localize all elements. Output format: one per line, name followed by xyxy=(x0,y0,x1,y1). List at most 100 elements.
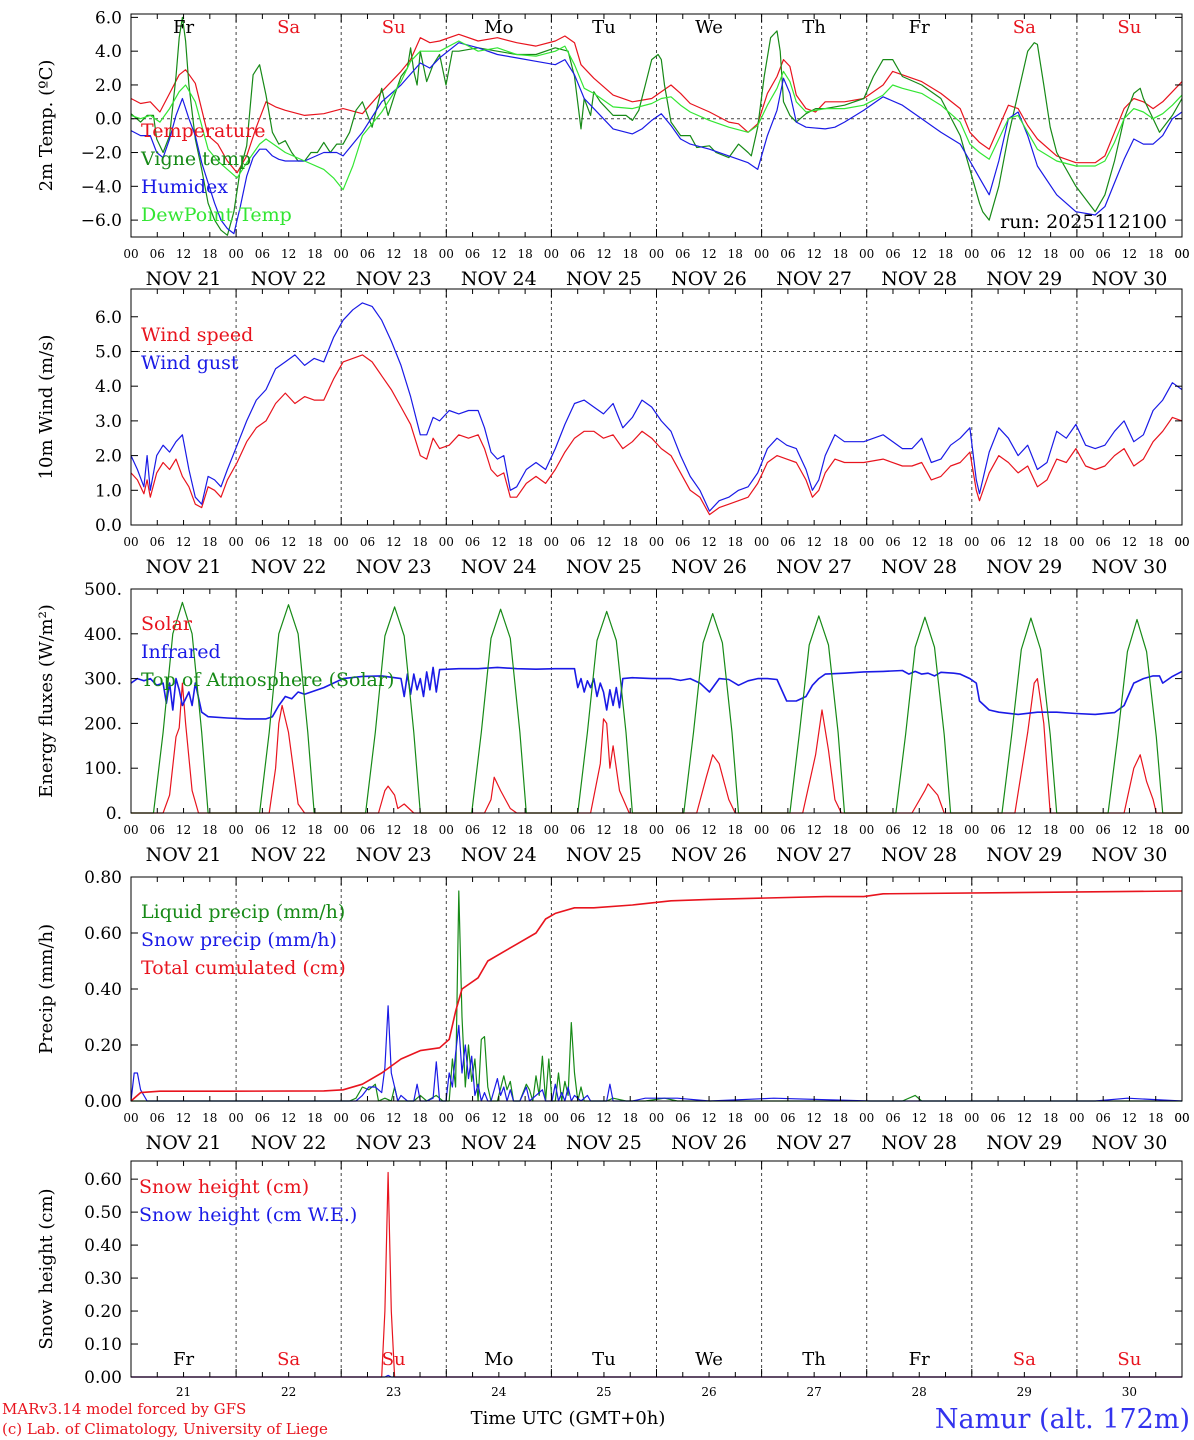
hour-tick-label: 06 xyxy=(150,247,165,261)
hour-tick-label: 00 xyxy=(1174,535,1189,549)
y-tick-label: 6.0 xyxy=(95,308,122,328)
credit-line: (c) Lab. of Climatology, University of L… xyxy=(2,1420,328,1438)
hour-tick-label: 00 xyxy=(1174,247,1189,261)
run-label: run: 2025112100 xyxy=(1000,211,1167,233)
panel-4: 0.00 0.20 0.40 0.60 0.80 Precip (mm/h) Liquid … xyxy=(36,868,1190,1154)
hour-tick-label: 18 xyxy=(833,1111,848,1125)
hour-tick-label: 00 xyxy=(964,535,979,549)
y-tick-label: 0.20 xyxy=(84,1302,122,1322)
hour-tick-label: 18 xyxy=(517,247,532,261)
date-label: NOV 28 xyxy=(881,268,957,290)
legend-entry: Snow height (cm) xyxy=(139,1176,309,1198)
hour-tick-label: 00 xyxy=(334,535,349,549)
y-tick-label: 4.0 xyxy=(95,42,122,62)
day-number-label: 22 xyxy=(281,1385,296,1399)
hour-tick-label: 12 xyxy=(1122,1111,1137,1125)
hour-tick-label: 06 xyxy=(990,823,1005,837)
date-label: NOV 24 xyxy=(461,556,537,578)
hour-tick-label: 06 xyxy=(990,247,1005,261)
hour-tick-label: 12 xyxy=(281,823,296,837)
hour-tick-label: 00 xyxy=(334,1111,349,1125)
day-name-label: Su xyxy=(1117,1349,1141,1370)
day-name-label: Su xyxy=(1117,17,1141,38)
date-label: NOV 21 xyxy=(146,556,222,578)
hour-tick-label: 18 xyxy=(1043,247,1058,261)
y-tick-label: 0.00 xyxy=(84,1092,122,1112)
legend-entry: Temperature xyxy=(141,120,265,142)
date-label: NOV 25 xyxy=(566,556,642,578)
hour-tick-label: 12 xyxy=(701,1111,716,1125)
hour-tick-label: 06 xyxy=(465,1111,480,1125)
y-tick-label: 2.0 xyxy=(95,76,122,96)
day-number-label: 30 xyxy=(1122,1385,1137,1399)
day-name-label: Sa xyxy=(277,17,300,38)
y-axis-title: Energy fluxes (W/m²) xyxy=(36,604,57,798)
hour-tick-label: 00 xyxy=(754,247,769,261)
hour-tick-label: 18 xyxy=(412,247,427,261)
day-name-label: Mo xyxy=(484,17,513,38)
hour-tick-label: 00 xyxy=(123,535,138,549)
hour-tick-label: 18 xyxy=(517,1111,532,1125)
hour-tick-label: 18 xyxy=(728,1111,743,1125)
date-label: NOV 27 xyxy=(776,844,852,866)
hour-tick-label: 00 xyxy=(439,247,454,261)
hour-tick-label: 12 xyxy=(912,247,927,261)
hour-tick-label: 00 xyxy=(649,1111,664,1125)
day-name-label: Th xyxy=(802,1349,826,1370)
y-tick-label: 0.30 xyxy=(84,1269,122,1289)
legend-entry: Wind gust xyxy=(141,352,239,374)
hour-tick-label: 18 xyxy=(728,823,743,837)
hour-tick-label: 06 xyxy=(675,823,690,837)
hour-tick-label: 12 xyxy=(596,1111,611,1125)
hour-tick-label: 06 xyxy=(990,1111,1005,1125)
hour-tick-label: 00 xyxy=(1174,823,1189,837)
hour-tick-label: 18 xyxy=(1148,535,1163,549)
credit-line: MARv3.14 model forced by GFS xyxy=(2,1400,246,1418)
hour-tick-label: 18 xyxy=(202,247,217,261)
hour-tick-label: 18 xyxy=(307,247,322,261)
y-tick-label: 0.40 xyxy=(84,1236,122,1256)
hour-tick-label: 00 xyxy=(1174,247,1189,261)
hour-tick-label: 12 xyxy=(1017,1111,1032,1125)
hour-tick-label: 18 xyxy=(1043,823,1058,837)
hour-tick-label: 12 xyxy=(807,535,822,549)
day-name-label: Sa xyxy=(1013,17,1036,38)
hour-tick-label: 18 xyxy=(1148,823,1163,837)
hour-tick-label: 18 xyxy=(412,823,427,837)
y-tick-label: 100. xyxy=(84,759,122,779)
date-label: NOV 30 xyxy=(1091,268,1167,290)
hour-tick-label: 12 xyxy=(701,823,716,837)
panel-2: 0.0 1.0 2.0 3.0 4.0 5.0 6.0 10m Wind (m/s) Wind … xyxy=(36,288,1190,578)
date-label: NOV 23 xyxy=(356,844,432,866)
hour-tick-label: 06 xyxy=(465,823,480,837)
date-label: NOV 29 xyxy=(986,1132,1062,1154)
hour-tick-label: 00 xyxy=(1174,1111,1189,1125)
day-number-label: 23 xyxy=(386,1385,401,1399)
series-temperature xyxy=(130,33,1183,174)
y-tick-label: 0.0 xyxy=(95,110,122,130)
y-tick-label: 0. xyxy=(106,804,122,824)
hour-tick-label: 00 xyxy=(859,535,874,549)
hour-tick-label: 00 xyxy=(859,1111,874,1125)
hour-tick-label: 00 xyxy=(1069,1111,1084,1125)
hour-tick-label: 18 xyxy=(938,823,953,837)
legend-entry: Top of Atmosphere (Solar) xyxy=(141,669,394,691)
hour-tick-label: 12 xyxy=(386,823,401,837)
date-label: NOV 30 xyxy=(1091,556,1167,578)
hour-tick-label: 00 xyxy=(439,535,454,549)
date-label: NOV 24 xyxy=(461,844,537,866)
day-number-label: 28 xyxy=(912,1385,927,1399)
y-tick-label: 0.60 xyxy=(84,924,122,944)
hour-tick-label: 12 xyxy=(807,247,822,261)
day-name-label: Tu xyxy=(592,17,616,38)
hour-tick-label: 06 xyxy=(570,823,585,837)
date-label: NOV 24 xyxy=(461,268,537,290)
panel-3: 0. 100. 200. 300. 400. 500. Energy fluxes (W/m… xyxy=(36,580,1190,866)
hour-tick-label: 12 xyxy=(281,247,296,261)
legend-entry: Vigne temp xyxy=(140,148,251,170)
hour-tick-label: 12 xyxy=(1017,535,1032,549)
hour-tick-label: 18 xyxy=(1148,1111,1163,1125)
hour-tick-label: 00 xyxy=(1069,535,1084,549)
hour-tick-label: 12 xyxy=(596,823,611,837)
hour-tick-label: 06 xyxy=(1096,247,1111,261)
